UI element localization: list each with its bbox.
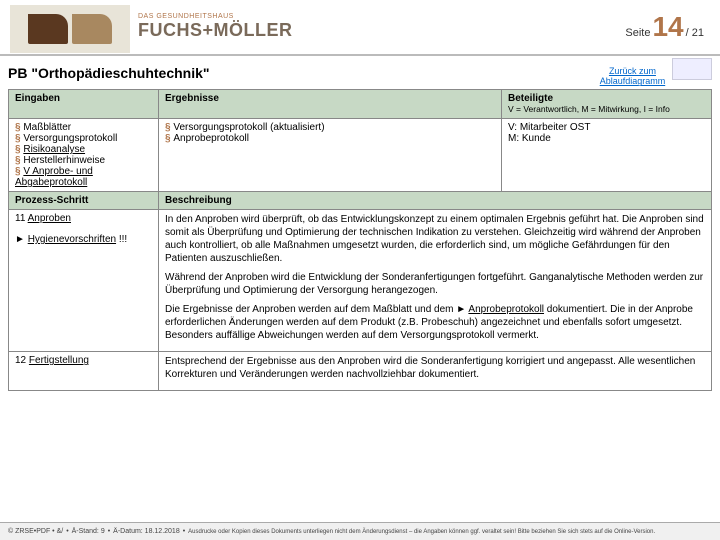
col-prozess-schritt: Prozess-Schritt: [9, 192, 159, 210]
page-indicator: Seite 14 / 21: [625, 11, 720, 43]
page-current: 14: [650, 11, 685, 43]
back-to-diagram-link[interactable]: Zurück zum Ablaufdiagramm: [600, 67, 666, 87]
page-title: PB "Orthopädieschuhtechnik": [8, 65, 210, 81]
inputs-cell: § Maßblätter § Versorgungsprotokoll § Ri…: [9, 119, 159, 192]
results-cell: § Versorgungsprotokoll (aktualisiert) § …: [159, 119, 502, 192]
shoe-image: [10, 5, 130, 53]
page-total: / 21: [686, 27, 704, 39]
step-12-cell: 12 Fertigstellung: [9, 352, 159, 391]
header: DAS GESUNDHEITSHAUS FUCHS+MÖLLER Seite 1…: [0, 0, 720, 56]
title-bar: PB "Orthopädieschuhtechnik" Zurück zum A…: [0, 56, 720, 89]
footer: © ZRSE•PDF • &/ • Ä-Stand: 9 • Ä-Datum: …: [0, 522, 720, 540]
desc-11-cell: In den Anproben wird überprüft, ob das E…: [159, 210, 712, 352]
brand-name: FUCHS+MÖLLER: [138, 20, 625, 41]
role-legend: V = Verantwortlich, M = Mitwirkung, I = …: [508, 104, 670, 114]
roles-cell: V: Mitarbeiter OST M: Kunde: [502, 119, 712, 192]
step-11-link[interactable]: Anproben: [28, 213, 71, 224]
col-ergebnisse: Ergebnisse: [159, 90, 502, 119]
footer-note: Ausdrucke oder Kopien dieses Dokuments u…: [188, 529, 655, 535]
footer-copy: © ZRSE•PDF • &/: [8, 528, 63, 535]
step-11-cell: 11 Anproben ► Hygienevorschriften !!!: [9, 210, 159, 352]
col-beschreibung: Beschreibung: [159, 192, 712, 210]
page-label: Seite: [625, 27, 650, 39]
anprobe-protokoll-link[interactable]: V Anprobe- und Abgabeprotokoll: [15, 166, 93, 188]
col-eingaben: Eingaben: [9, 90, 159, 119]
desc-12-cell: Entsprechend der Ergebnisse aus den Anpr…: [159, 352, 712, 391]
anprobeprotokoll-inline-link[interactable]: Anprobeprotokoll: [468, 304, 544, 315]
diagram-thumbnail[interactable]: [672, 58, 712, 80]
brand-logo: DAS GESUNDHEITSHAUS FUCHS+MÖLLER: [130, 13, 625, 41]
footer-stand: Ä-Stand: 9: [72, 528, 105, 535]
footer-datum: Ä-Datum: 18.12.2018: [113, 528, 180, 535]
hygiene-link[interactable]: Hygienevorschriften: [28, 234, 116, 245]
risikoanalyse-link[interactable]: Risikoanalyse: [23, 144, 85, 155]
col-beteiligte: Beteiligte V = Verantwortlich, M = Mitwi…: [502, 90, 712, 119]
process-table: Eingaben Ergebnisse Beteiligte V = Veran…: [8, 89, 712, 391]
brand-tagline: DAS GESUNDHEITSHAUS: [138, 13, 625, 20]
step-12-link[interactable]: Fertigstellung: [29, 355, 89, 366]
